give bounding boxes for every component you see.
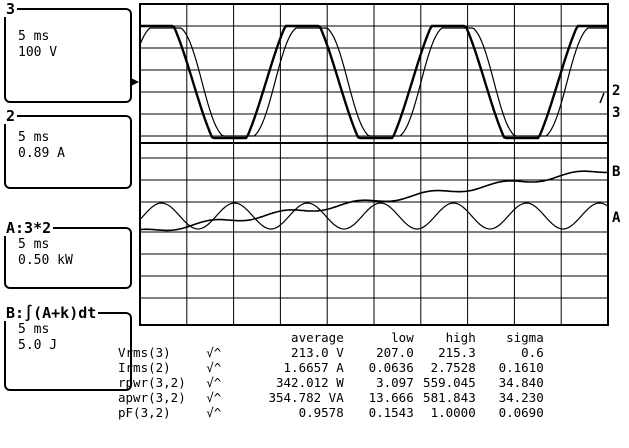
- channel-a-label: A:3*2: [4, 219, 54, 237]
- measurement-low: 207.0: [376, 345, 414, 360]
- col-sym-header: [192, 330, 236, 345]
- channel-3-scale: 100 V: [18, 45, 58, 60]
- trace-a-power: [139, 202, 609, 230]
- sine-wave-icon: √^: [206, 405, 222, 420]
- measurement-name: Vrms(3): [118, 345, 171, 360]
- trigger-marker-icon: [131, 78, 139, 86]
- measurement-high: 2.7528: [430, 360, 476, 375]
- measurement-row: pF(3,2) √^ 0.9578 0.1543 1.0000 0.0690: [118, 405, 544, 420]
- measurement-high: 215.3: [438, 345, 476, 360]
- sine-wave-icon: √^: [206, 345, 222, 360]
- trace-b-label: B: [612, 164, 620, 180]
- measurement-sigma: 0.6: [521, 345, 544, 360]
- channel-2-scale: 0.89 A: [18, 146, 65, 161]
- measurement-sigma: 34.840: [498, 375, 544, 390]
- measurement-high: 1.0000: [430, 405, 476, 420]
- graticule-grid: [139, 3, 609, 326]
- measurement-high: 559.045: [423, 375, 476, 390]
- trace-3-voltage: [140, 24, 608, 140]
- channel-2-time: 5 ms: [18, 130, 50, 145]
- measurement-row: rpwr(3,2) √^ 342.012 W 3.097 559.045 34.…: [118, 375, 544, 390]
- measurement-low: 3.097: [376, 375, 414, 390]
- channel-a-box[interactable]: A:3*2 5 ms 0.50 kW: [4, 220, 132, 289]
- channel-2-label: 2: [4, 107, 18, 125]
- col-sigma-header: sigma: [506, 330, 544, 345]
- col-name-header: [118, 330, 192, 345]
- trace-2-marker-tick: [599, 92, 605, 104]
- measurement-row: Vrms(3) √^ 213.0 V 207.0 215.3 0.6: [118, 345, 544, 360]
- measurement-sigma: 0.0690: [498, 405, 544, 420]
- col-low-header: low: [391, 330, 414, 345]
- measurement-name: Irms(2): [118, 360, 171, 375]
- waveform-display[interactable]: 2 3 B A: [0, 0, 629, 330]
- measurement-low: 0.0636: [368, 360, 414, 375]
- channel-b-box[interactable]: B:∫(A+k)dt 5 ms 5.0 J: [4, 305, 132, 391]
- measurement-name: pF(3,2): [118, 405, 171, 420]
- trace-2-current: [139, 27, 608, 137]
- col-average-header: average: [291, 330, 344, 345]
- sine-wave-icon: √^: [206, 375, 222, 390]
- sine-wave-icon: √^: [206, 360, 222, 375]
- measurement-average: 1.6657 A: [283, 360, 344, 375]
- channel-b-scale: 5.0 J: [18, 338, 58, 353]
- trace-b-energy: [139, 170, 609, 232]
- measurement-high: 581.843: [423, 390, 476, 405]
- measurement-low: 0.1543: [368, 405, 414, 420]
- trace-a-label: A: [612, 210, 621, 226]
- col-high-header: high: [445, 330, 476, 345]
- measurement-table: average low high sigma Vrms(3) √^ 213.0 …: [118, 330, 544, 420]
- channel-a-scale: 0.50 kW: [18, 253, 73, 268]
- measurement-average: 0.9578: [298, 405, 344, 420]
- trace-2-label: 2: [612, 83, 620, 99]
- channel-a-time: 5 ms: [18, 237, 50, 252]
- channel-3-box[interactable]: 3 5 ms 100 V: [4, 1, 132, 103]
- measurement-average: 354.782 VA: [268, 390, 344, 405]
- measurement-name: rpwr(3,2): [118, 375, 186, 390]
- measurement-header-row: average low high sigma: [118, 330, 544, 345]
- trace-3-label: 3: [612, 105, 620, 121]
- measurement-low: 13.666: [368, 390, 414, 405]
- measurement-name: apwr(3,2): [118, 390, 186, 405]
- measurement-sigma: 34.230: [498, 390, 544, 405]
- measurement-sigma: 0.1610: [498, 360, 544, 375]
- measurement-row: Irms(2) √^ 1.6657 A 0.0636 2.7528 0.1610: [118, 360, 544, 375]
- measurement-average: 213.0 V: [291, 345, 344, 360]
- channel-2-box[interactable]: 2 5 ms 0.89 A: [4, 108, 132, 189]
- measurement-average: 342.012 W: [276, 375, 344, 390]
- measurement-row: apwr(3,2) √^ 354.782 VA 13.666 581.843 3…: [118, 390, 544, 405]
- channel-3-time: 5 ms: [18, 29, 50, 44]
- channel-b-time: 5 ms: [18, 322, 50, 337]
- channel-b-label: B:∫(A+k)dt: [4, 304, 99, 322]
- channel-3-label: 3: [4, 0, 18, 18]
- sine-wave-icon: √^: [206, 390, 222, 405]
